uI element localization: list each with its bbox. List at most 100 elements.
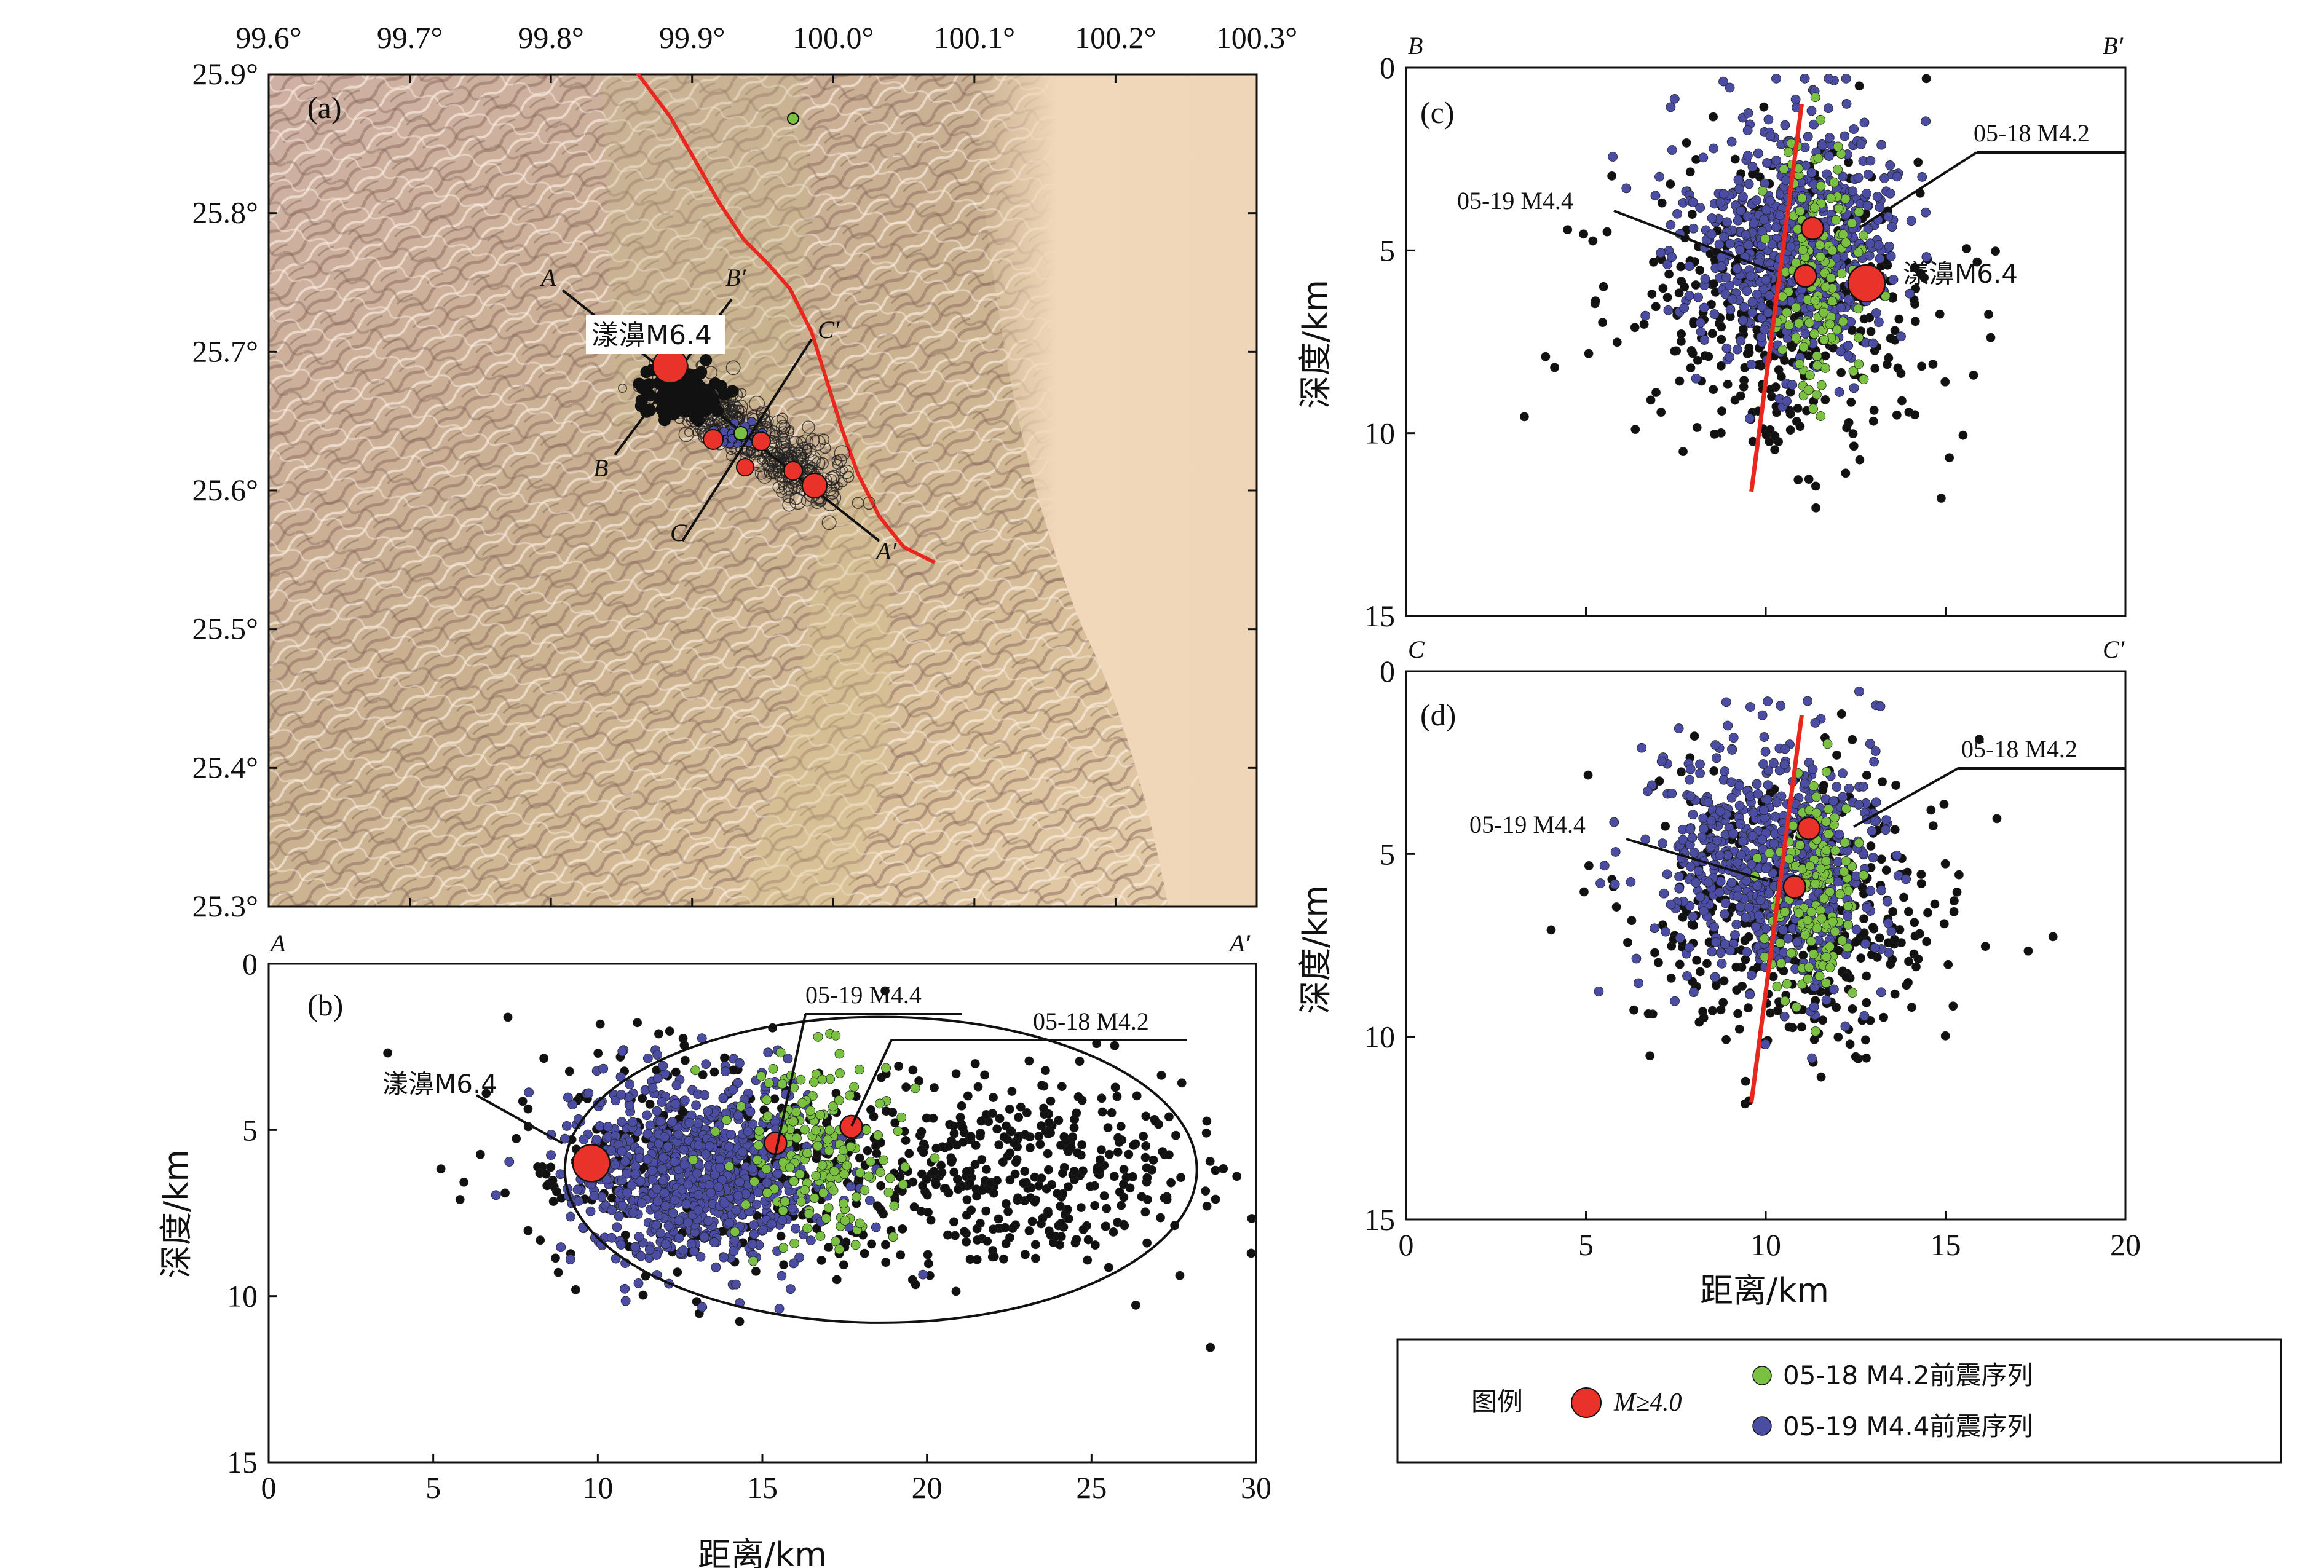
- black-event: [1876, 854, 1886, 864]
- black-event: [1677, 767, 1686, 777]
- black-event: [1037, 1081, 1046, 1090]
- blue-event: [652, 1050, 663, 1060]
- large-event-marker: [1796, 816, 1821, 840]
- blue-event: [745, 1106, 756, 1117]
- black-event: [1692, 955, 1702, 965]
- black-event: [1940, 377, 1950, 387]
- green-event: [1784, 320, 1794, 331]
- blue-event: [1780, 744, 1790, 754]
- black-event: [1584, 349, 1594, 358]
- black-event: [1848, 735, 1857, 744]
- black-event: [1104, 1263, 1113, 1272]
- black-event: [1721, 1034, 1731, 1044]
- blue-event: [715, 1162, 725, 1173]
- green-event: [1825, 193, 1836, 203]
- blue-event: [642, 1053, 653, 1063]
- black-event: [1027, 1216, 1037, 1226]
- green-event: [1759, 934, 1769, 944]
- panel-d-end-right: C′: [2103, 636, 2125, 663]
- blue-event: [1775, 210, 1785, 221]
- blue-event: [706, 1188, 716, 1198]
- lat-tick-label: 25.5°: [192, 612, 259, 646]
- black-event: [542, 1181, 552, 1191]
- black-event: [966, 1132, 976, 1141]
- green-event: [885, 1173, 895, 1183]
- blue-event: [1720, 898, 1731, 908]
- blue-event: [728, 1085, 738, 1095]
- black-event: [995, 1114, 1005, 1124]
- black-event: [1069, 1123, 1079, 1133]
- black-event: [1009, 1138, 1019, 1148]
- blue-event: [614, 1211, 624, 1221]
- green-event: [1825, 887, 1835, 897]
- blue-event: [1720, 766, 1730, 776]
- blue-event: [1787, 380, 1798, 390]
- profile-label-c-prime: C′: [818, 316, 840, 344]
- map-epicenter-dense: [656, 399, 669, 412]
- black-event: [436, 1164, 446, 1174]
- blue-event: [1672, 208, 1682, 219]
- blue-event: [1883, 211, 1894, 222]
- black-event: [1798, 950, 1808, 960]
- blue-event: [559, 1133, 570, 1144]
- blue-event: [620, 1156, 630, 1167]
- green-event: [839, 1169, 850, 1180]
- black-event: [881, 1258, 891, 1267]
- blue-event: [1735, 245, 1745, 255]
- blue-event: [1803, 132, 1813, 142]
- black-event: [1656, 408, 1666, 417]
- black-event: [908, 1065, 918, 1075]
- black-event: [1043, 1208, 1053, 1218]
- black-event: [1816, 1072, 1826, 1082]
- black-event: [1645, 1051, 1655, 1061]
- blue-event: [1684, 261, 1694, 272]
- black-event: [909, 1202, 919, 1211]
- black-event: [1077, 1140, 1087, 1149]
- black-event: [1519, 412, 1529, 422]
- blue-event: [1699, 824, 1709, 834]
- blue-event: [1736, 850, 1747, 860]
- green-event: [866, 1156, 876, 1167]
- green-event: [1859, 870, 1869, 880]
- blue-event: [617, 1146, 627, 1157]
- green-event: [1791, 302, 1801, 313]
- blue-event: [1817, 140, 1828, 151]
- green-event: [823, 1203, 834, 1213]
- map-epicenter: [791, 447, 807, 463]
- green-event: [815, 1231, 826, 1241]
- panel-c-end-left: B: [1408, 32, 1423, 60]
- green-event: [1795, 359, 1805, 369]
- lat-tick-label: 25.6°: [192, 473, 259, 507]
- green-event: [762, 1111, 773, 1121]
- blue-event: [1865, 156, 1876, 166]
- black-event: [999, 1254, 1008, 1264]
- green-event: [1820, 282, 1831, 292]
- green-event: [879, 1155, 888, 1165]
- black-event: [1083, 1235, 1093, 1245]
- black-event: [824, 1243, 834, 1252]
- blue-event: [1848, 186, 1858, 197]
- panel-b-end-right: A′: [1228, 929, 1251, 957]
- map-epicenter: [789, 491, 803, 505]
- blue-event: [1771, 222, 1781, 232]
- latitude-labels: 25.9°25.8°25.7°25.6°25.5°25.4°25.3°: [192, 57, 259, 923]
- blue-event: [1776, 701, 1786, 711]
- black-event: [638, 1290, 648, 1300]
- blue-event: [1765, 290, 1774, 301]
- blue-event: [692, 1168, 702, 1179]
- green-event: [1840, 194, 1851, 204]
- blue-event: [1666, 102, 1676, 112]
- black-event: [1119, 1180, 1128, 1189]
- black-event: [1205, 1156, 1215, 1166]
- blue-event: [620, 1296, 631, 1306]
- black-event: [1057, 1082, 1067, 1092]
- blue-event: [1759, 215, 1769, 225]
- black-event: [1010, 1169, 1020, 1179]
- large-event-marker: [839, 1114, 863, 1139]
- black-event: [1583, 770, 1593, 780]
- blue-event: [1741, 230, 1751, 240]
- black-event: [881, 1240, 890, 1250]
- black-event: [1073, 1148, 1083, 1158]
- blue-event: [1868, 853, 1878, 863]
